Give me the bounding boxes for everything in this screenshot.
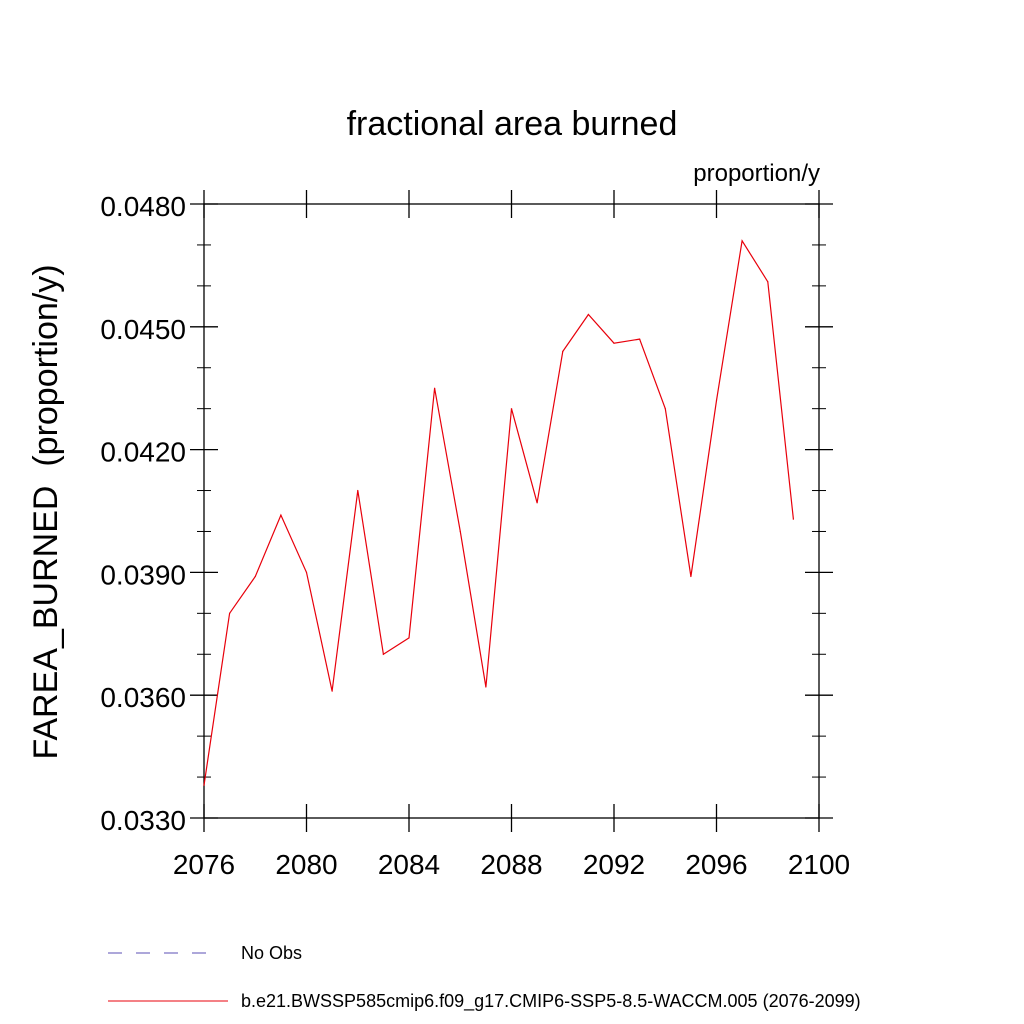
- data-point: [382, 653, 384, 655]
- y-axis-ticks: 0.0330 0.0360 0.0390 0.0420 0.0450 0.0480: [100, 191, 833, 836]
- x-tick-label: 2084: [378, 849, 440, 880]
- data-point: [639, 338, 641, 340]
- chart-title: fractional area burned: [347, 105, 678, 143]
- data-point: [613, 342, 615, 344]
- x-tick-label: 2076: [173, 849, 235, 880]
- data-point: [203, 784, 205, 786]
- y-axis-label: FAREA_BURNED (proportion/y): [27, 264, 65, 759]
- data-point: [510, 408, 513, 410]
- data-point: [664, 408, 666, 410]
- data-point: [331, 690, 333, 692]
- x-tick-label: 2096: [685, 849, 747, 880]
- x-tick-label: 2100: [788, 849, 850, 880]
- data-point: [254, 575, 256, 578]
- data-point: [792, 518, 794, 520]
- data-point: [536, 502, 538, 504]
- data-point: [459, 530, 461, 533]
- y-tick-label: 0.0480: [100, 191, 186, 222]
- x-axis-ticks: 2076 2080 2084 2088 2092 2096 2100: [173, 190, 850, 880]
- data-point: [305, 571, 308, 574]
- x-tick-label: 2092: [583, 849, 645, 880]
- data-point: [741, 240, 743, 242]
- units-label: proportion/y: [693, 160, 820, 187]
- data-point: [408, 637, 410, 639]
- data-point: [485, 686, 487, 688]
- legend-label-model: b.e21.BWSSP585cmip6.f09_g17.CMIP6-SSP5-8…: [241, 991, 861, 1012]
- data-point: [434, 387, 436, 389]
- x-tick-label: 2080: [275, 849, 337, 880]
- y-tick-label: 0.0450: [100, 314, 186, 345]
- series-layer: [203, 239, 794, 786]
- data-point: [767, 281, 769, 283]
- data-point: [587, 313, 589, 316]
- data-point: [562, 350, 564, 352]
- data-point: [715, 399, 718, 402]
- y-tick-label: 0.0420: [100, 437, 186, 468]
- y-tick-label: 0.0360: [100, 682, 186, 713]
- x-tick-label: 2088: [480, 849, 542, 880]
- data-point: [357, 489, 359, 492]
- plot-frame: [203, 203, 820, 819]
- y-tick-label: 0.0330: [100, 805, 186, 836]
- legend-label-no-obs: No Obs: [241, 943, 302, 963]
- series-line: [203, 239, 794, 786]
- data-point: [280, 514, 282, 516]
- data-point: [690, 575, 692, 578]
- y-tick-label: 0.0390: [100, 559, 186, 590]
- legend: No Obs b.e21.BWSSP585cmip6.f09_g17.CMIP6…: [108, 943, 861, 1012]
- data-point: [229, 612, 231, 614]
